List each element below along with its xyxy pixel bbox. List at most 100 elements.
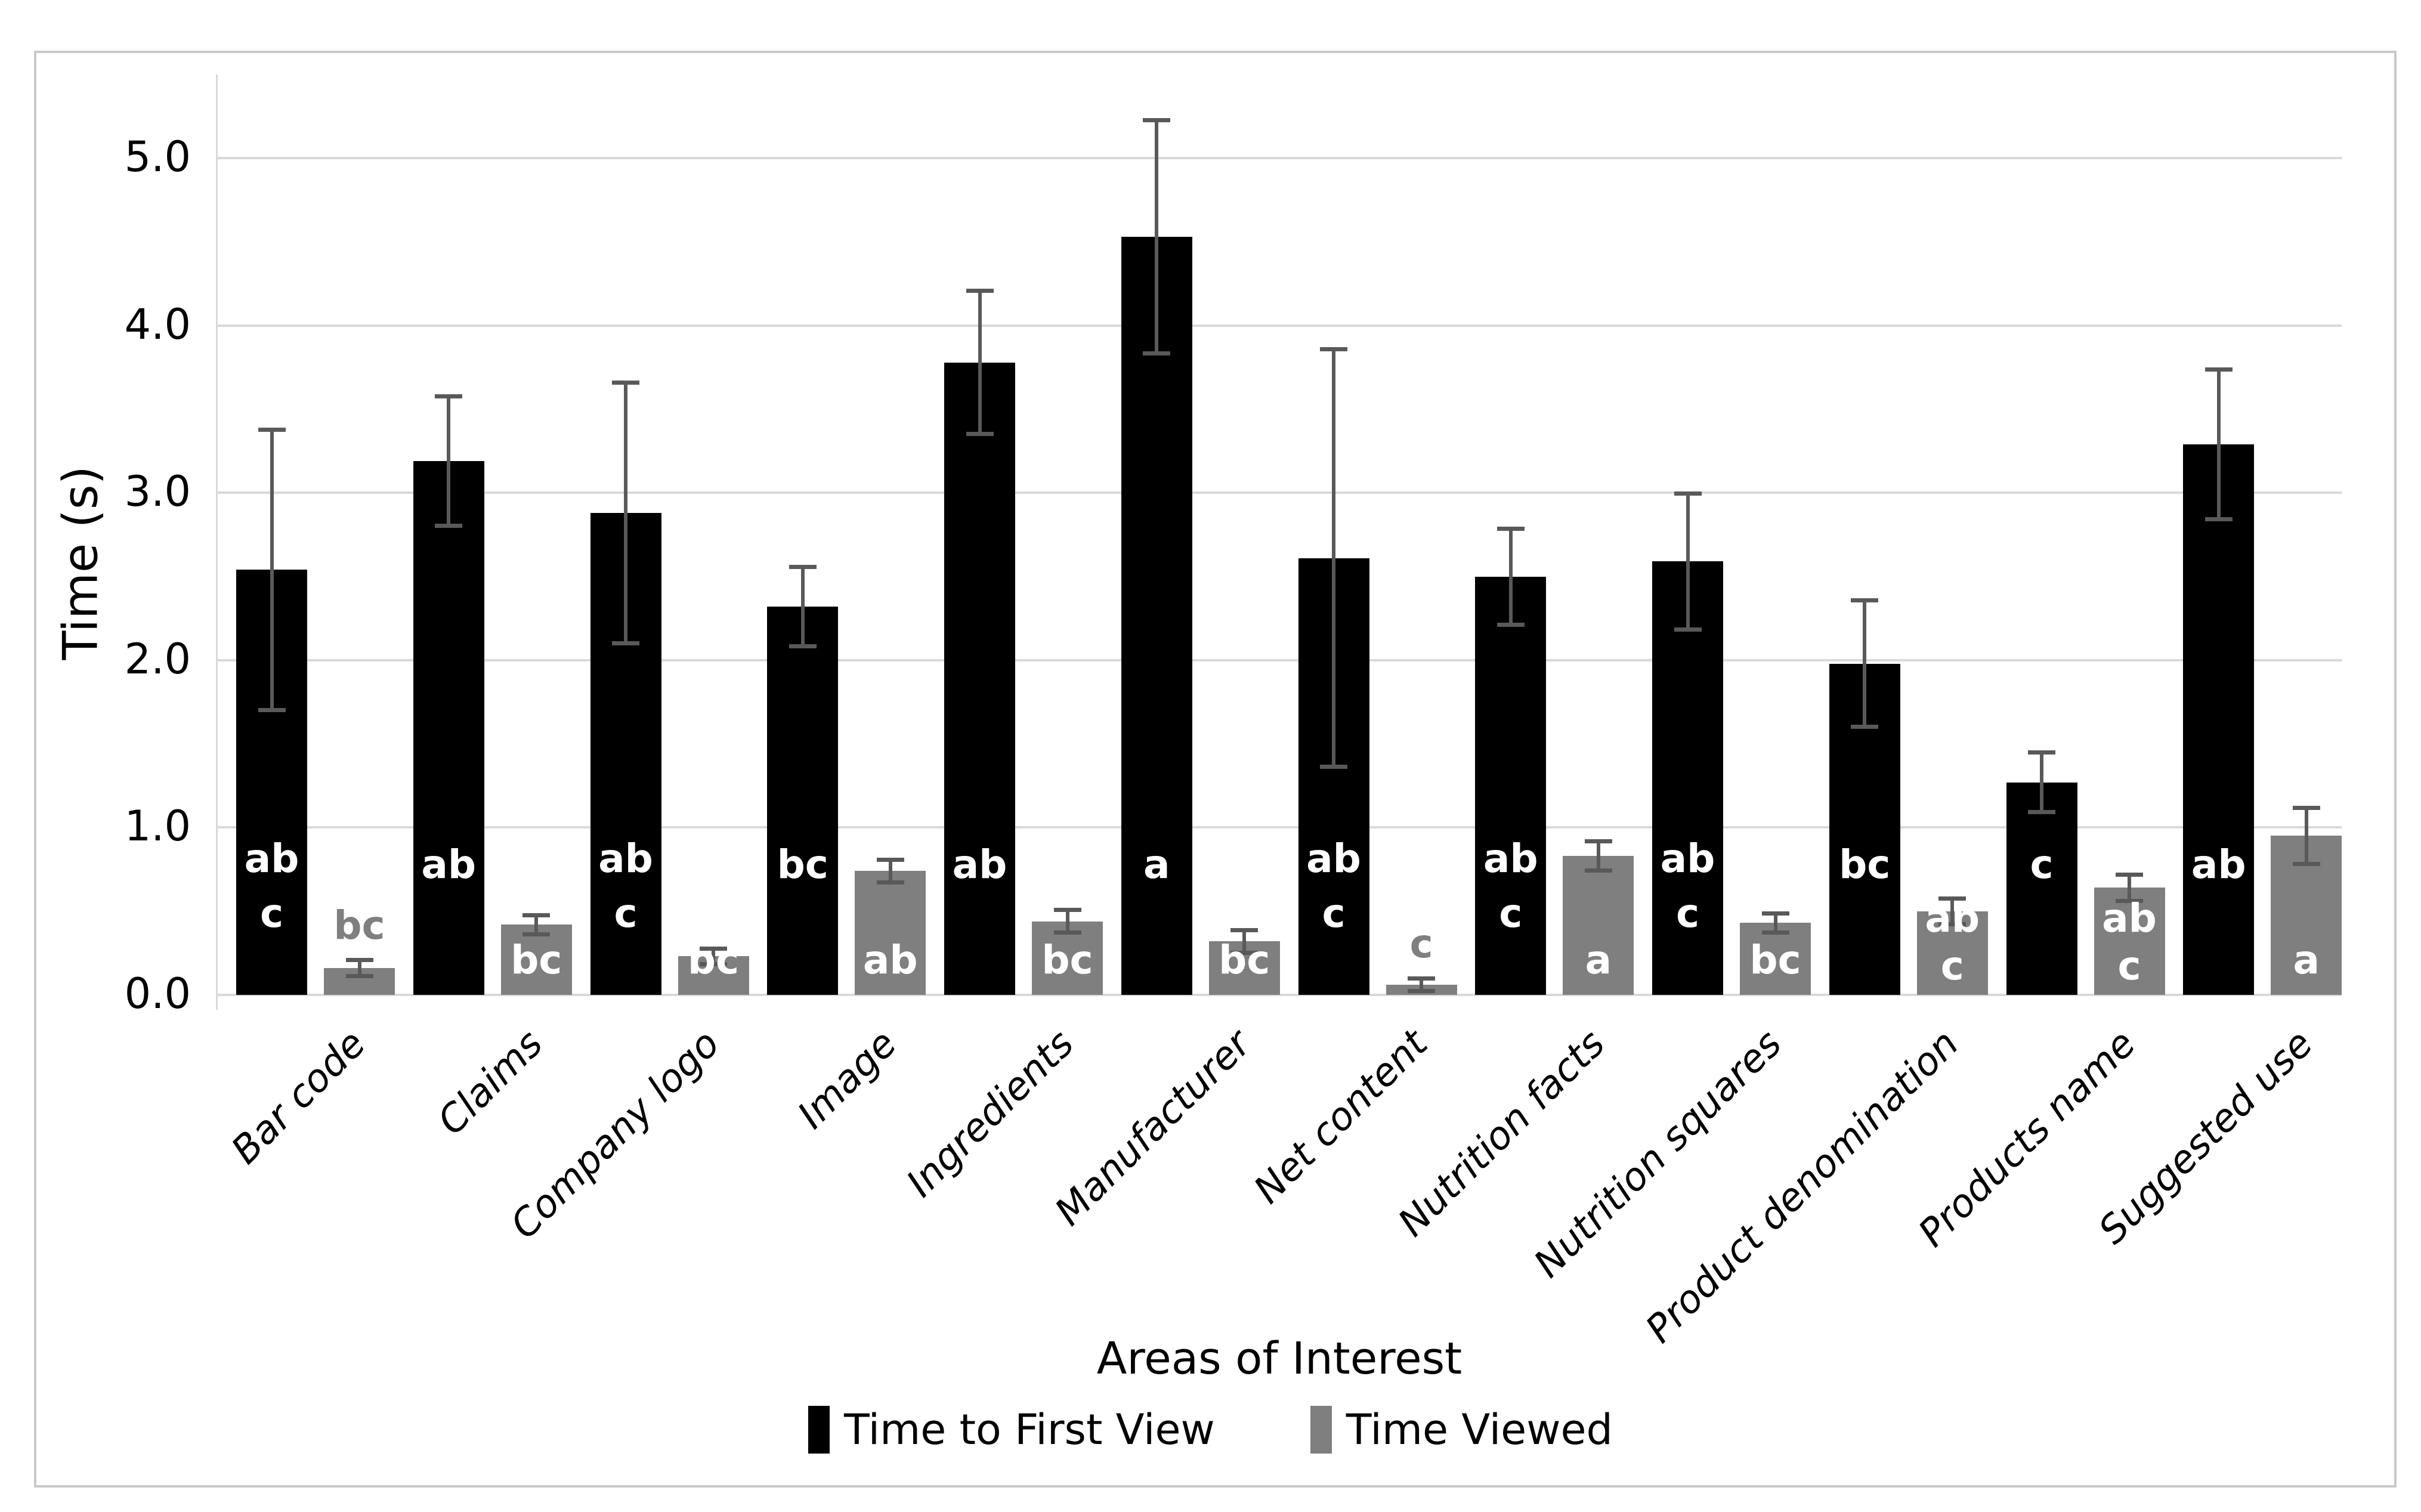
error-bar-line	[712, 946, 715, 967]
significance-letters: a	[1585, 937, 1612, 983]
error-bar-cap-top	[1674, 491, 1702, 496]
bar-group-nutrition-squares: ab c bc	[1634, 75, 1811, 995]
error-bar-cap-bottom	[435, 524, 463, 528]
error-bar	[258, 427, 286, 712]
gridline-4.0	[218, 324, 2342, 327]
error-bar-cap-top	[700, 946, 727, 951]
error-bar-cap-bottom	[1938, 922, 1967, 926]
error-bar	[700, 946, 727, 967]
legend-item-time-to-first-view: Time to First View	[808, 1403, 1215, 1457]
error-bar-cap-top	[345, 958, 373, 963]
significance-letters: ab c	[1483, 836, 1538, 936]
error-bar	[2292, 806, 2320, 866]
y-axis-line	[216, 75, 218, 1010]
bar-time-viewed	[855, 871, 926, 995]
significance-letters: ab c	[1925, 895, 1980, 989]
significance-letters: ab	[2191, 842, 2246, 888]
error-bar-cap-bottom	[522, 932, 551, 936]
error-bar-cap-top	[789, 565, 817, 570]
error-bar-cap-bottom	[1761, 930, 1789, 935]
error-bar-cap-top	[1761, 911, 1789, 916]
error-bar-cap-bottom	[1320, 765, 1347, 769]
error-bar-cap-top	[2204, 367, 2233, 372]
significance-letters: ab c	[598, 836, 653, 936]
legend-swatch	[808, 1406, 830, 1454]
error-bar	[2116, 873, 2143, 903]
error-bar-line	[1332, 347, 1335, 769]
error-bar-cap-top	[1496, 526, 1525, 531]
gridline-2.0	[218, 658, 2342, 661]
significance-letters: bc	[687, 937, 740, 983]
y-tick-label: 2.0	[124, 634, 191, 684]
error-bar-line	[447, 394, 451, 528]
legend-label: Time Viewed	[1346, 1405, 1613, 1454]
error-bar-cap-top	[2028, 750, 2055, 755]
error-bar-cap-top	[1851, 598, 1879, 603]
error-bar-cap-top	[2292, 806, 2320, 810]
error-bar-cap-bottom	[2116, 898, 2143, 903]
significance-letters: ab	[421, 842, 477, 888]
significance-letters: bc	[333, 902, 385, 949]
error-bar-line	[1155, 118, 1159, 356]
error-bar-line	[1686, 491, 1690, 632]
y-tick-label: 4.0	[124, 299, 191, 349]
error-bar-cap-bottom	[700, 962, 727, 967]
error-bar	[435, 394, 463, 528]
significance-letters: bc	[1839, 842, 1891, 888]
significance-letters: a	[1143, 842, 1170, 888]
bar-time-viewed	[2094, 888, 2165, 995]
error-bar-line	[357, 958, 361, 978]
error-bar	[1674, 491, 1702, 632]
error-bar-cap-top	[258, 427, 286, 432]
significance-letters: ab c	[1660, 836, 1715, 936]
error-bar-cap-bottom	[1053, 930, 1081, 935]
error-bar-line	[1596, 839, 1600, 873]
bar-group-company-logo: ab c bc	[572, 75, 749, 995]
bar-group-ingredients: ab bc	[926, 75, 1103, 995]
error-bar	[876, 857, 904, 885]
error-bar-line	[1773, 911, 1777, 935]
error-bar-cap-top	[612, 381, 639, 385]
error-bar-cap-top	[1584, 839, 1612, 844]
error-bar-cap-top	[1143, 118, 1171, 122]
error-bar-cap-top	[966, 289, 994, 293]
bar-group-claims: ab bc	[395, 75, 572, 995]
bar-time-to-first-view	[1652, 561, 1723, 995]
error-bar	[1938, 896, 1967, 926]
significance-letters: bc	[511, 937, 562, 983]
bar-group-nutrition-facts: ab c a	[1457, 75, 1634, 995]
error-bar-cap-bottom	[789, 644, 817, 649]
bar-group-product-denomination: bc ab c	[1811, 75, 1988, 995]
error-bar-line	[1420, 976, 1423, 994]
bar-time-viewed	[1740, 923, 1811, 995]
error-bar-line	[1950, 896, 1955, 926]
bar-group-manufacturer: a bc	[1103, 75, 1280, 995]
significance-letters: bc	[1749, 937, 1801, 983]
error-bar-cap-bottom	[1496, 622, 1525, 627]
error-bar	[1053, 908, 1081, 935]
error-bar-cap-top	[1408, 976, 1435, 981]
error-bar-line	[2128, 873, 2131, 903]
plot-area: ab c bc ab bc ab c bc bc ab ab bc a bc ab c c ab c a ab …	[216, 75, 2342, 1010]
error-bar-cap-bottom	[2292, 861, 2320, 866]
error-bar-cap-bottom	[1584, 868, 1612, 873]
error-bar	[2028, 750, 2055, 815]
error-bar-cap-bottom	[612, 641, 639, 645]
bar-group-suggested-use: ab a	[2165, 75, 2342, 995]
bar-time-to-first-view	[767, 607, 839, 995]
bar-time-to-first-view	[413, 461, 484, 995]
bar-time-to-first-view	[2183, 444, 2255, 995]
error-bar-cap-bottom	[2028, 810, 2055, 815]
error-bar-line	[800, 565, 805, 649]
significance-letters: ab	[862, 937, 918, 983]
error-bar-cap-top	[1320, 347, 1347, 352]
error-bar-cap-top	[522, 913, 551, 917]
error-bar-line	[888, 857, 892, 885]
bar-time-viewed	[1563, 856, 1634, 995]
error-bar	[1320, 347, 1347, 769]
significance-letters: bc	[777, 842, 828, 888]
error-bar-cap-bottom	[2204, 517, 2233, 522]
bar-group-bar-code: ab c bc	[218, 75, 395, 995]
error-bar-line	[1508, 526, 1513, 627]
error-bar	[966, 289, 994, 436]
